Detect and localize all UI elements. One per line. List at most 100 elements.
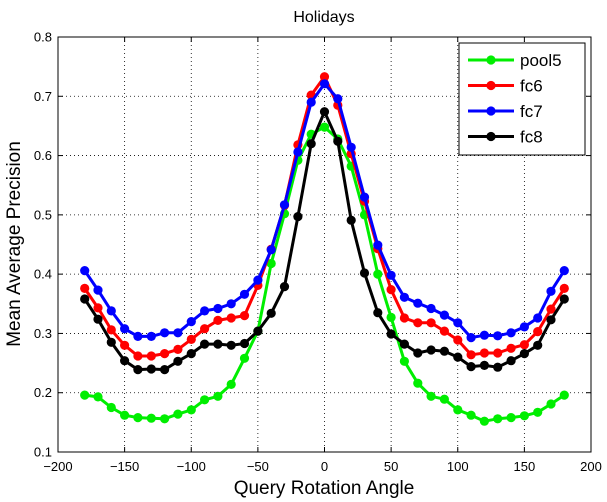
data-point-fc8 [146,364,156,374]
x-tick-label: −50 [247,459,269,474]
ticks: −200 −150 −100 −50 0 50 100 150 200 0.1 0.2 0.3 0.4 0… [34,30,602,475]
x-tick-label: 150 [514,459,536,474]
data-point-pool5 [106,402,116,413]
legend-marker-fc8 [486,131,496,142]
data-point-fc8 [546,315,556,325]
data-point-fc6 [186,334,196,344]
y-tick-label: 0.2 [34,385,52,400]
data-point-fc7 [213,303,223,314]
data-point-fc8 [80,294,90,304]
legend-item-fc7: fc7 [468,102,543,121]
data-point-fc7 [293,147,303,157]
legend-label-fc8: fc8 [520,128,543,147]
data-point-fc6 [546,304,556,314]
y-tick-label: 0.6 [34,148,52,163]
data-point-pool5 [120,410,130,420]
data-point-fc6 [506,343,516,353]
data-point-fc7 [359,192,370,202]
data-point-fc7 [413,298,423,308]
data-point-pool5 [226,379,236,389]
x-tick-label: −100 [177,459,206,474]
data-point-fc6 [93,303,103,313]
data-point-pool5 [173,409,183,419]
data-point-fc7 [200,306,210,316]
data-point-fc8 [239,338,250,349]
data-point-fc6 [399,313,409,323]
data-point-fc8 [493,362,503,372]
data-point-fc8 [426,345,436,355]
data-point-pool5 [80,390,90,400]
data-point-fc8 [333,136,343,146]
data-point-fc6 [413,318,423,328]
data-point-fc7 [106,306,116,316]
data-point-fc8 [519,349,530,359]
y-tick-label: 0.5 [34,207,52,222]
data-point-fc6 [200,324,210,334]
data-point-fc7 [173,328,183,338]
data-point-fc7 [186,317,196,327]
data-point-fc6 [533,327,543,337]
data-point-fc7 [559,266,569,276]
data-point-fc8 [306,139,316,149]
data-point-fc8 [200,339,210,349]
data-point-fc6 [319,72,330,82]
data-point-fc7 [519,322,530,332]
data-point-fc6 [160,349,170,359]
data-point-fc7 [253,275,263,285]
data-point-fc6 [479,348,489,358]
data-point-pool5 [399,356,409,366]
data-point-fc8 [319,107,330,117]
legend-item-fc6: fc6 [468,77,543,96]
data-point-fc7 [146,331,156,341]
data-point-fc8 [266,308,276,318]
data-point-fc7 [80,266,90,276]
data-point-fc6 [213,315,223,325]
data-point-pool5 [386,312,396,322]
data-point-fc6 [559,283,569,293]
legend-label-fc6: fc6 [520,77,543,96]
data-point-pool5 [559,390,569,400]
legend-marker-fc7 [486,106,496,116]
data-point-pool5 [200,395,210,405]
data-point-pool5 [186,405,196,415]
data-point-fc7 [93,285,103,295]
data-point-fc7 [160,328,170,338]
y-tick-label: 0.1 [34,445,52,460]
data-point-fc7 [333,94,343,104]
data-point-pool5 [493,414,503,424]
data-point-fc7 [546,286,556,296]
data-point-fc7 [453,318,463,328]
data-point-fc8 [226,340,236,350]
data-point-fc8 [160,365,170,375]
data-point-fc8 [413,348,423,358]
data-point-fc6 [173,344,183,354]
x-tick-label: −200 [43,459,72,474]
data-point-fc8 [279,282,290,292]
data-point-fc7 [426,303,436,314]
series-fc8 [80,107,569,375]
data-point-fc8 [533,340,543,350]
legend-item-fc8: fc8 [468,128,543,147]
data-point-pool5 [546,399,556,409]
x-tick-label: 100 [447,459,469,474]
data-point-fc7 [399,292,409,302]
y-tick-label: 0.7 [34,89,52,104]
data-point-fc6 [466,350,476,360]
data-point-pool5 [413,378,423,388]
legend-label-fc7: fc7 [520,102,543,121]
y-axis-label: Mean Average Precision [4,141,25,347]
data-point-fc8 [559,294,569,304]
data-point-fc8 [506,356,516,366]
data-point-fc7 [386,270,396,280]
data-point-fc8 [173,356,183,366]
chart-title: Holidays [293,9,354,26]
data-point-fc8 [373,308,383,318]
data-point-fc7 [533,313,543,323]
data-point-pool5 [319,122,330,132]
data-point-fc8 [466,362,476,372]
data-point-pool5 [533,407,543,417]
data-point-pool5 [213,391,223,401]
data-point-fc6 [453,335,463,345]
data-point-fc6 [426,318,436,328]
